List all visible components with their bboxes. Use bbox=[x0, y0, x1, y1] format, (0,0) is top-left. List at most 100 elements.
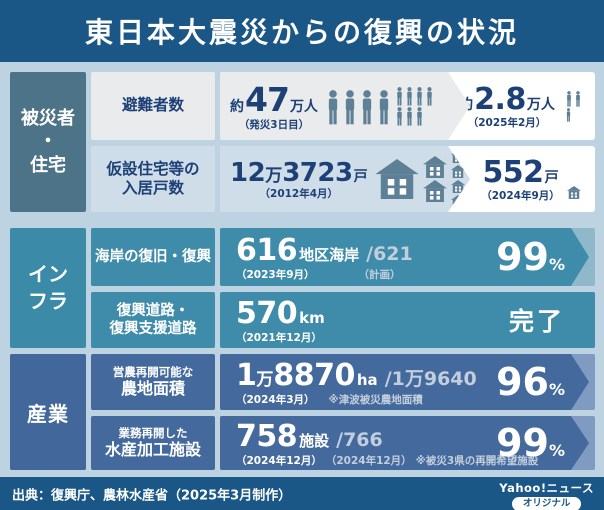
evacuees-after-stat: 約 2.8 万人 （2025年2月） bbox=[459, 82, 555, 130]
footnote: ※津波被災農地面積 bbox=[328, 393, 423, 406]
house-icon bbox=[375, 159, 419, 199]
row-reconstruction-roads: 復興道路・ 復興支援道路 570 km （2021年12月） 完了 bbox=[91, 292, 595, 348]
section-label-text: 被災者 ・ 住宅 bbox=[21, 107, 75, 176]
section-label-industry: 産業 bbox=[10, 354, 86, 470]
value-unit: 施設 bbox=[299, 431, 330, 450]
value-unit: 万人 bbox=[289, 99, 318, 115]
housing-before-stat: 12 万 3723 戸 （2012年4月） bbox=[230, 158, 368, 201]
progress-result: 99 % bbox=[496, 421, 565, 465]
value-prefix: 約 bbox=[230, 99, 244, 115]
seafood-stat: 758 施設 /766 （2024年12月） （2024年12月） ※被災3県の… bbox=[220, 419, 538, 468]
progress-percent: 96 bbox=[496, 360, 549, 404]
person-icon bbox=[425, 87, 434, 106]
progress-result: 96 % bbox=[496, 360, 565, 404]
row-housing-after-cell: 552 戸 （2024年9月） bbox=[446, 146, 595, 212]
person-icon bbox=[359, 89, 375, 126]
row-evacuees-after-cell: 約 2.8 万人 （2025年2月） bbox=[446, 72, 595, 140]
value-date: （2012年4月） bbox=[259, 187, 339, 200]
denominator: /766 bbox=[336, 428, 383, 451]
row-farmland-values: 1 万 8870 ha /1万9640 （2024年3月） ※津波被災農地面積 … bbox=[220, 354, 595, 410]
progress-percent: 99 bbox=[496, 235, 549, 279]
progress-bar: 570 km （2021年12月） 完了 bbox=[220, 292, 595, 348]
value-date: （2021年12月） bbox=[236, 331, 322, 344]
roads-stat: 570 km （2021年12月） bbox=[220, 296, 325, 345]
row-roads-values: 570 km （2021年12月） 完了 bbox=[220, 292, 595, 348]
value-date: （2023年9月） bbox=[236, 268, 315, 281]
row-coast-values: 616 地区海岸 /621 （2023年9月） （計画） 99 % bbox=[220, 228, 595, 286]
progress-bar: 758 施設 /766 （2024年12月） （2024年12月） ※被災3県の… bbox=[220, 416, 589, 470]
completed-label: 完了 bbox=[508, 307, 565, 336]
value-unit: 万人 bbox=[526, 97, 555, 113]
section-label-text: 産業 bbox=[27, 401, 69, 426]
row-temporary-housing-values: 552 戸 （2024年9月） 12 万 3723 戸 bbox=[220, 146, 595, 212]
value-date: （2025年2月） bbox=[467, 117, 547, 129]
value-date: （2024年12月） bbox=[236, 454, 322, 467]
row-farmland: 営農再開可能な 農地面積 1 万 8870 ha /1万9640 （2024年3… bbox=[91, 354, 595, 410]
footnote: ※被災3県の再開希望施設 bbox=[415, 454, 539, 467]
value-date: （発災3日目） bbox=[238, 119, 310, 131]
progress-result: 完了 bbox=[509, 302, 565, 338]
value: 616 bbox=[236, 232, 298, 268]
value-unit: 戸 bbox=[353, 168, 368, 185]
person-icon bbox=[325, 89, 341, 126]
row-coast-label: 海岸の復旧・復興 bbox=[91, 228, 215, 286]
value: 552 bbox=[482, 155, 544, 190]
housing-after-stat: 552 戸 （2024年9月） bbox=[481, 155, 560, 203]
yahoo-news-logo: Yahoo!ニュース オリジナル bbox=[499, 480, 594, 510]
percent-sign: % bbox=[548, 441, 565, 460]
value-date: （2024年9月） bbox=[481, 190, 560, 202]
evacuees-before-pictogram bbox=[325, 87, 434, 126]
section-label-text: イン フラ bbox=[28, 262, 68, 313]
house-icon bbox=[567, 186, 581, 199]
value-unit: 地区海岸 bbox=[299, 245, 360, 264]
section-label-infrastructure: イン フラ bbox=[10, 228, 86, 348]
footer-bar: 出典：復興庁、農林水産省（2025年3月制作） Yahoo!ニュース オリジナル bbox=[0, 477, 604, 510]
progress-result: 99 % bbox=[496, 235, 565, 279]
value: 万 bbox=[256, 369, 274, 390]
row-seafood-processing: 業務再開した 水産加工施設 758 施設 /766 （2024年12月） （20… bbox=[91, 416, 595, 470]
value-unit: ha bbox=[356, 370, 378, 389]
farmland-stat: 1 万 8870 ha /1万9640 （2024年3月） ※津波被災農地面積 bbox=[220, 358, 477, 407]
row-evacuees-values: 約 2.8 万人 （2025年2月） bbox=[220, 72, 595, 140]
person-icon bbox=[395, 107, 404, 126]
evacuees-after-pictogram bbox=[565, 91, 582, 122]
row-farmland-label: 営農再開可能な 農地面積 bbox=[91, 354, 215, 410]
person-icon bbox=[395, 87, 404, 106]
row-evacuees: 避難者数 約 2.8 万人 （2025年2月） bbox=[91, 72, 595, 140]
row-seafood-values: 758 施設 /766 （2024年12月） （2024年12月） ※被災3県の… bbox=[220, 416, 595, 470]
percent-sign: % bbox=[548, 380, 565, 399]
person-icon bbox=[415, 107, 424, 126]
row-seafood-label: 業務再開した 水産加工施設 bbox=[91, 416, 215, 470]
page-title: 東日本大震災からの復興の状況 bbox=[84, 16, 519, 49]
person-icon bbox=[565, 108, 572, 122]
value: 12 bbox=[230, 157, 266, 188]
value: 570 bbox=[236, 295, 298, 331]
value: 47 bbox=[245, 80, 289, 119]
value-unit: 戸 bbox=[544, 170, 559, 186]
person-icon bbox=[405, 107, 414, 126]
person-icon bbox=[405, 87, 414, 106]
value-unit: km bbox=[299, 308, 325, 327]
denominator-note: （計画） bbox=[358, 268, 401, 281]
row-housing-before-cell: 12 万 3723 戸 （2012年4月） bbox=[220, 146, 470, 212]
value: 万 bbox=[265, 165, 283, 186]
person-icon bbox=[574, 91, 582, 107]
title-bar: 東日本大震災からの復興の状況 bbox=[0, 0, 604, 62]
row-roads-label: 復興道路・ 復興支援道路 bbox=[91, 292, 215, 348]
percent-sign: % bbox=[548, 255, 565, 274]
value: 1 bbox=[236, 357, 257, 393]
source-credit: 出典：復興庁、農林水産省（2025年3月制作） bbox=[12, 488, 292, 503]
value: 758 bbox=[236, 418, 298, 454]
value: 8870 bbox=[273, 357, 355, 393]
original-badge: オリジナル bbox=[511, 497, 582, 510]
brand-name: Yahoo!ニュース bbox=[499, 481, 594, 495]
row-temporary-housing: 仮設住宅等の 入居戸数 552 戸 （2024年9月） 12 bbox=[91, 146, 595, 212]
housing-before-pictogram bbox=[375, 150, 465, 208]
person-icon bbox=[376, 89, 392, 126]
evacuees-before-stat: 約 47 万人 （発災3日目） bbox=[230, 80, 318, 132]
denominator: /621 bbox=[366, 242, 413, 265]
denominator-date: （2024年12月） bbox=[325, 454, 412, 467]
coast-stat: 616 地区海岸 /621 （2023年9月） （計画） bbox=[220, 233, 413, 282]
person-icon bbox=[342, 89, 358, 126]
